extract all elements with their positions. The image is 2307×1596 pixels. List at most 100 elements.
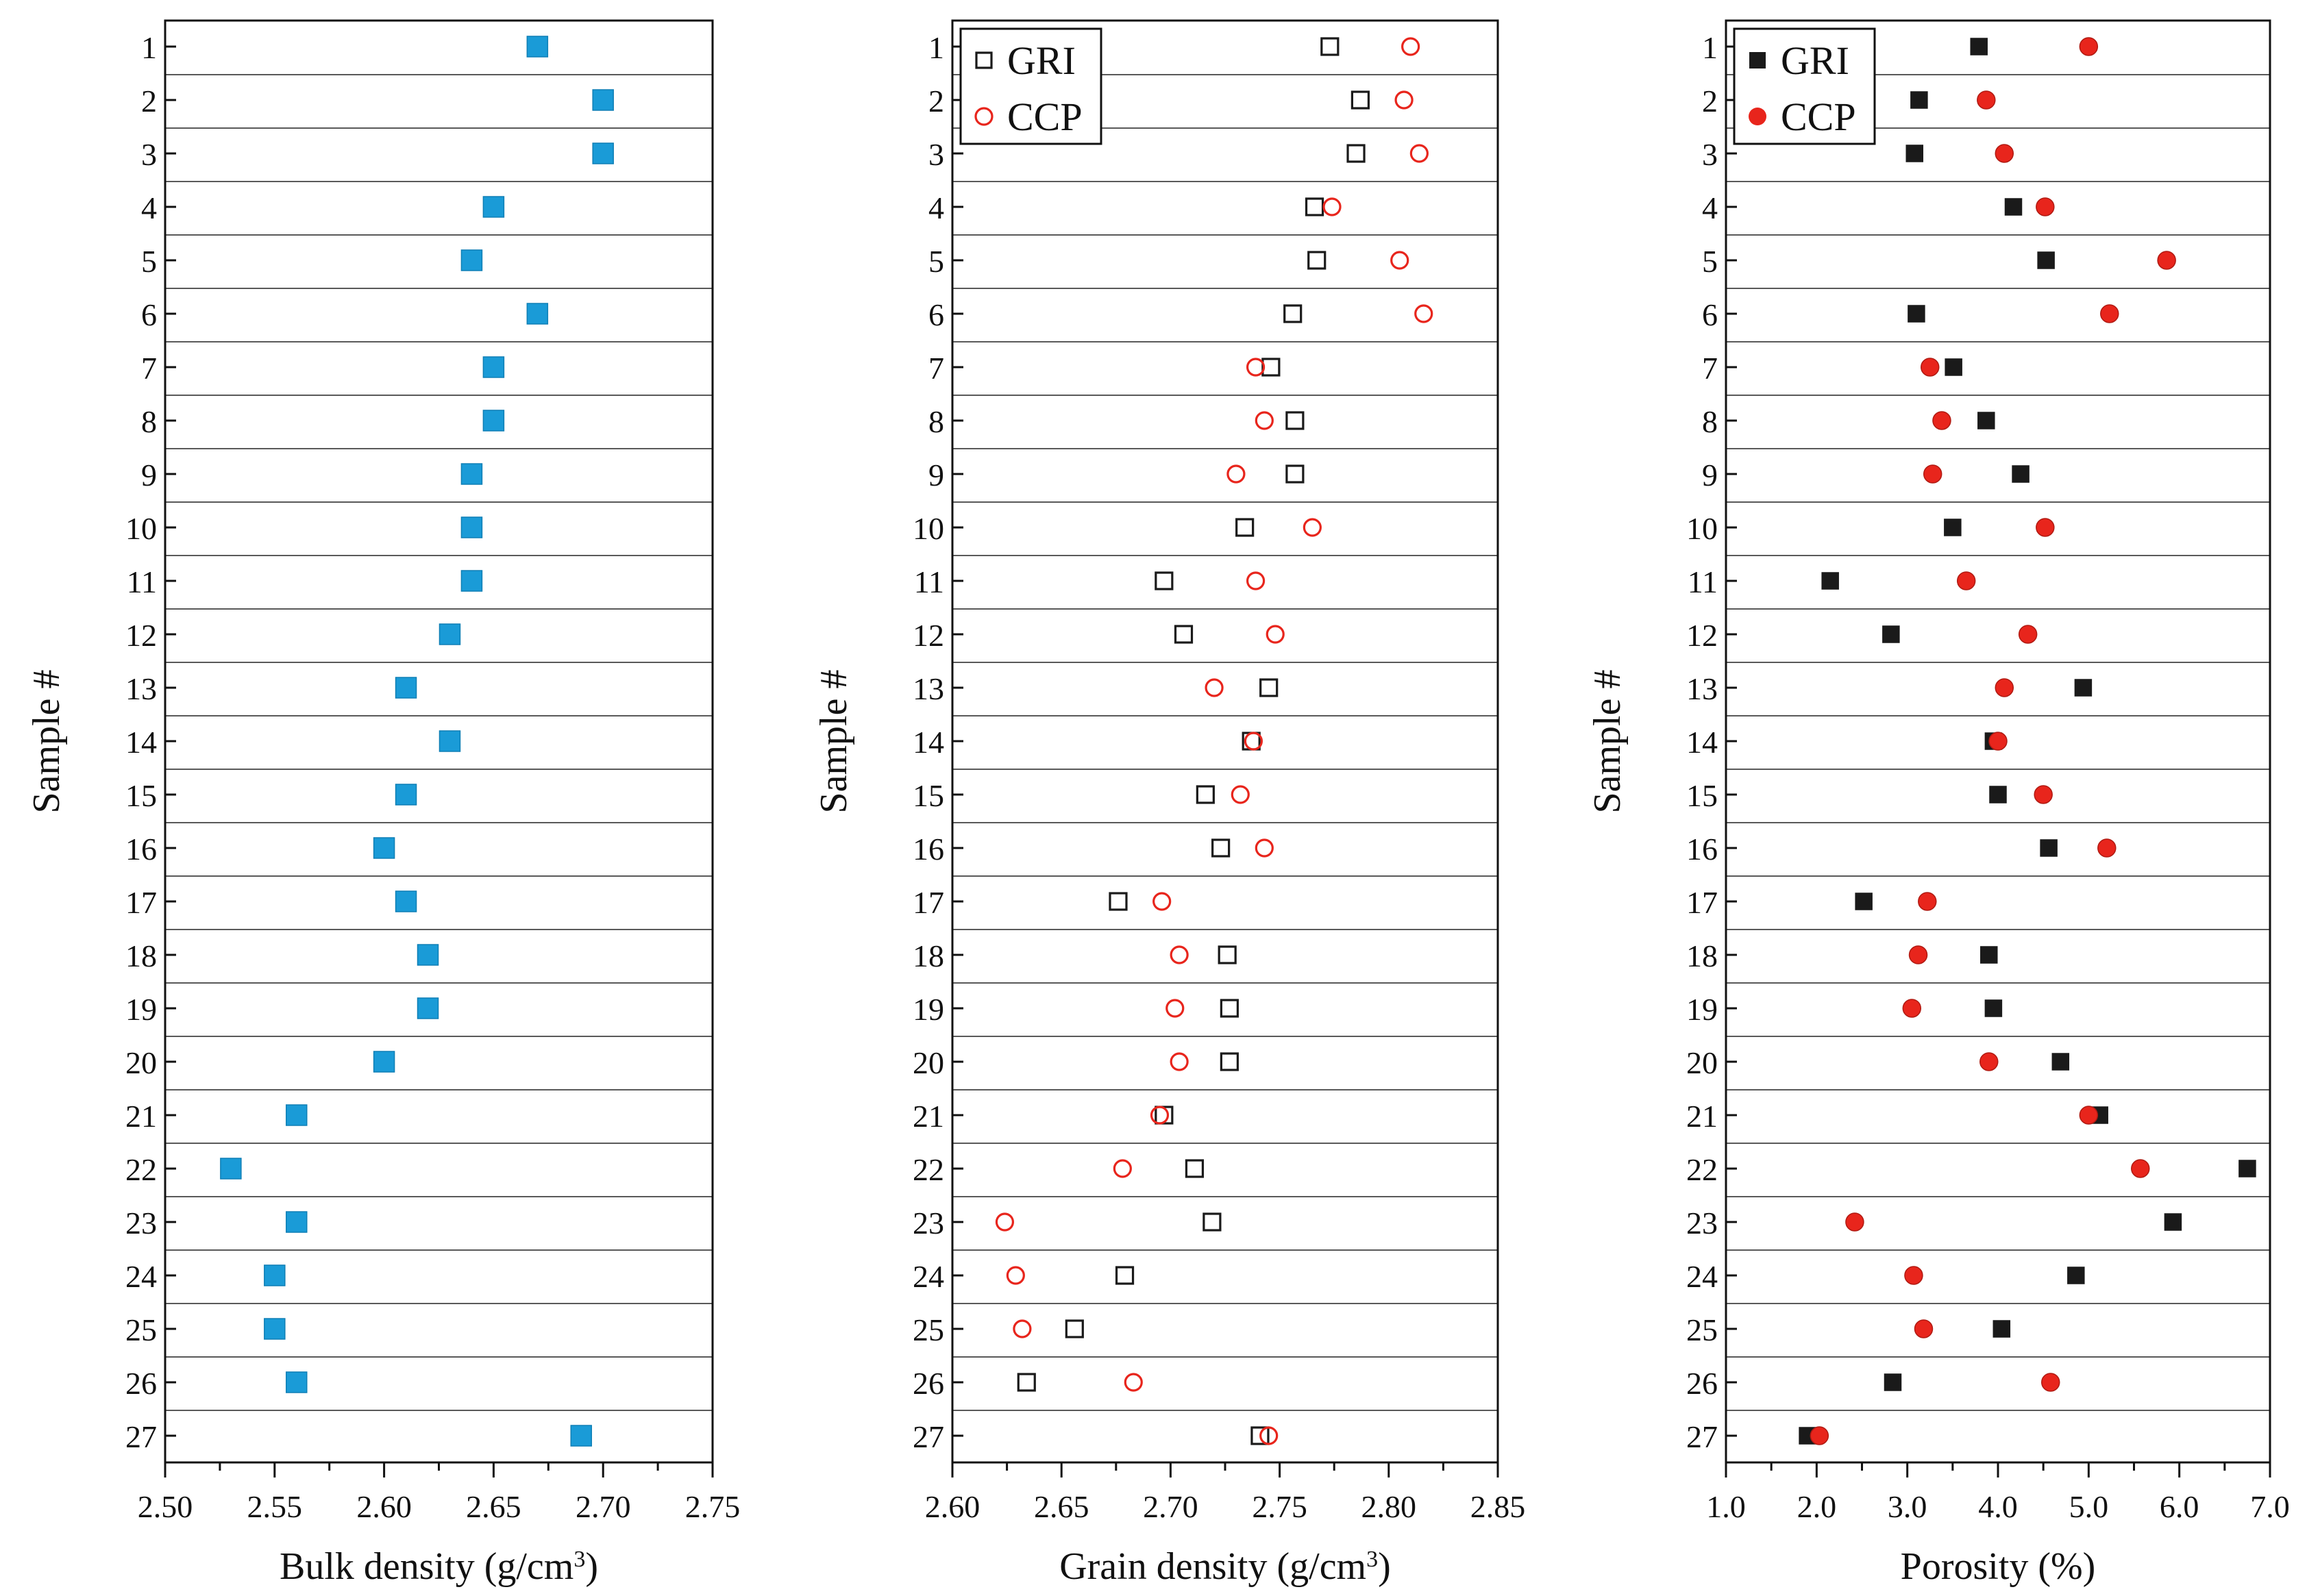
chart-panel-3: 1234567891011121314151617181920212223242… — [1586, 19, 2290, 1588]
y-tick-label: 2 — [141, 84, 157, 119]
data-point — [460, 463, 483, 485]
data-point — [1303, 518, 1322, 537]
data-point — [526, 303, 549, 325]
data-point — [482, 196, 505, 218]
data-point — [1246, 571, 1266, 590]
legend: GRI CCP — [1733, 27, 1876, 145]
y-tick-label: 3 — [928, 137, 944, 172]
data-point — [1821, 572, 1839, 590]
y-tick-label: 2 — [1702, 84, 1718, 119]
y-tick-label: 19 — [1686, 992, 1718, 1027]
y-tick-label: 8 — [928, 404, 944, 439]
y-tick-label: 4 — [141, 190, 157, 225]
y-tick-label: 6 — [928, 297, 944, 332]
y-tick-label: 10 — [1686, 511, 1718, 546]
y-tick-label: 24 — [125, 1259, 157, 1294]
data-point — [2041, 1373, 2060, 1392]
legend-label: CCP — [1007, 95, 1083, 139]
data-point — [1918, 892, 1937, 911]
data-point — [1908, 945, 1928, 964]
data-point — [1882, 625, 1900, 643]
y-tick-label: 11 — [914, 564, 944, 599]
data-point — [592, 142, 614, 164]
y-tick-label: 5 — [928, 244, 944, 279]
data-point — [482, 356, 505, 378]
series-ccp — [995, 37, 1433, 1445]
x-tick-label: 7.0 — [2250, 1489, 2290, 1524]
data-point — [1065, 1319, 1084, 1338]
data-point — [1246, 358, 1266, 377]
data-point — [2018, 625, 2038, 644]
data-point — [2079, 37, 2099, 56]
y-tick-label: 9 — [141, 458, 157, 492]
y-tick-label: 22 — [125, 1152, 157, 1187]
data-point — [1115, 1266, 1135, 1285]
data-point — [1017, 1373, 1036, 1392]
data-point — [2037, 251, 2055, 269]
data-point — [1322, 197, 1342, 216]
data-point — [1984, 999, 2003, 1017]
data-point — [2067, 1267, 2085, 1284]
y-tick-label: 13 — [913, 671, 944, 706]
data-point — [2238, 1160, 2256, 1177]
y-axis-label: Sample # — [1586, 670, 1629, 814]
y-tick-label: 1 — [928, 30, 944, 65]
y-tick-label: 27 — [913, 1419, 944, 1454]
x-tick-label: 5.0 — [2069, 1489, 2109, 1524]
data-point — [1218, 945, 1237, 964]
y-tick-label: 18 — [125, 938, 157, 973]
series-gri — [1017, 37, 1370, 1445]
data-point — [1205, 678, 1224, 697]
y-tick-label: 10 — [913, 511, 944, 546]
data-point — [1855, 893, 1873, 910]
data-point — [2131, 1159, 2150, 1178]
data-point — [2157, 251, 2176, 270]
x-tick-label: 2.60 — [925, 1489, 980, 1524]
x-tick-label: 6.0 — [2160, 1489, 2199, 1524]
y-tick-label: 6 — [141, 297, 157, 332]
data-point — [460, 516, 483, 538]
data-point — [1884, 1373, 1902, 1391]
y-tick-label: 27 — [1686, 1419, 1718, 1454]
y-tick-label: 22 — [913, 1152, 944, 1187]
x-tick-label: 4.0 — [1978, 1489, 2018, 1524]
x-axis-label: Grain density (g/cm3) — [1059, 1545, 1391, 1588]
data-point — [1902, 999, 1922, 1018]
data-point — [1259, 1426, 1279, 1445]
data-point — [1307, 251, 1327, 270]
y-tick-label: 21 — [125, 1099, 157, 1134]
y-tick-label: 19 — [125, 992, 157, 1027]
data-point — [2034, 785, 2053, 804]
y-tick-label: 10 — [125, 511, 157, 546]
x-tick-label: 2.50 — [138, 1489, 193, 1524]
y-tick-label: 14 — [913, 725, 944, 760]
x-axis-label: Porosity (%) — [1901, 1545, 2096, 1588]
y-tick-label: 18 — [1686, 938, 1718, 973]
data-point — [2079, 1106, 2099, 1125]
data-point — [1970, 38, 1988, 55]
y-tick-label: 3 — [141, 137, 157, 172]
data-point — [1250, 1426, 1270, 1445]
y-tick-label: 17 — [913, 885, 944, 920]
y-tick-label: 9 — [1702, 458, 1718, 492]
y-tick-label: 15 — [913, 778, 944, 813]
y-tick-label: 23 — [913, 1206, 944, 1240]
x-tick-label: 2.80 — [1361, 1489, 1417, 1524]
data-point — [264, 1264, 286, 1286]
y-axis-label: Sample # — [25, 670, 68, 814]
y-tick-label: 17 — [1686, 885, 1718, 920]
data-point — [526, 36, 549, 58]
data-point — [2036, 518, 2055, 537]
legend-label: CCP — [1781, 95, 1856, 139]
x-tick-label: 2.70 — [1143, 1489, 1198, 1524]
data-point — [1113, 1159, 1132, 1178]
y-tick-label: 8 — [141, 404, 157, 439]
y-tick-label: 5 — [141, 244, 157, 279]
legend-label: GRI — [1781, 38, 1849, 83]
data-point — [570, 1425, 592, 1447]
y-tick-label: 21 — [913, 1099, 944, 1134]
data-point — [1977, 412, 1995, 429]
x-tick-label: 2.55 — [247, 1489, 303, 1524]
data-point — [417, 944, 439, 966]
